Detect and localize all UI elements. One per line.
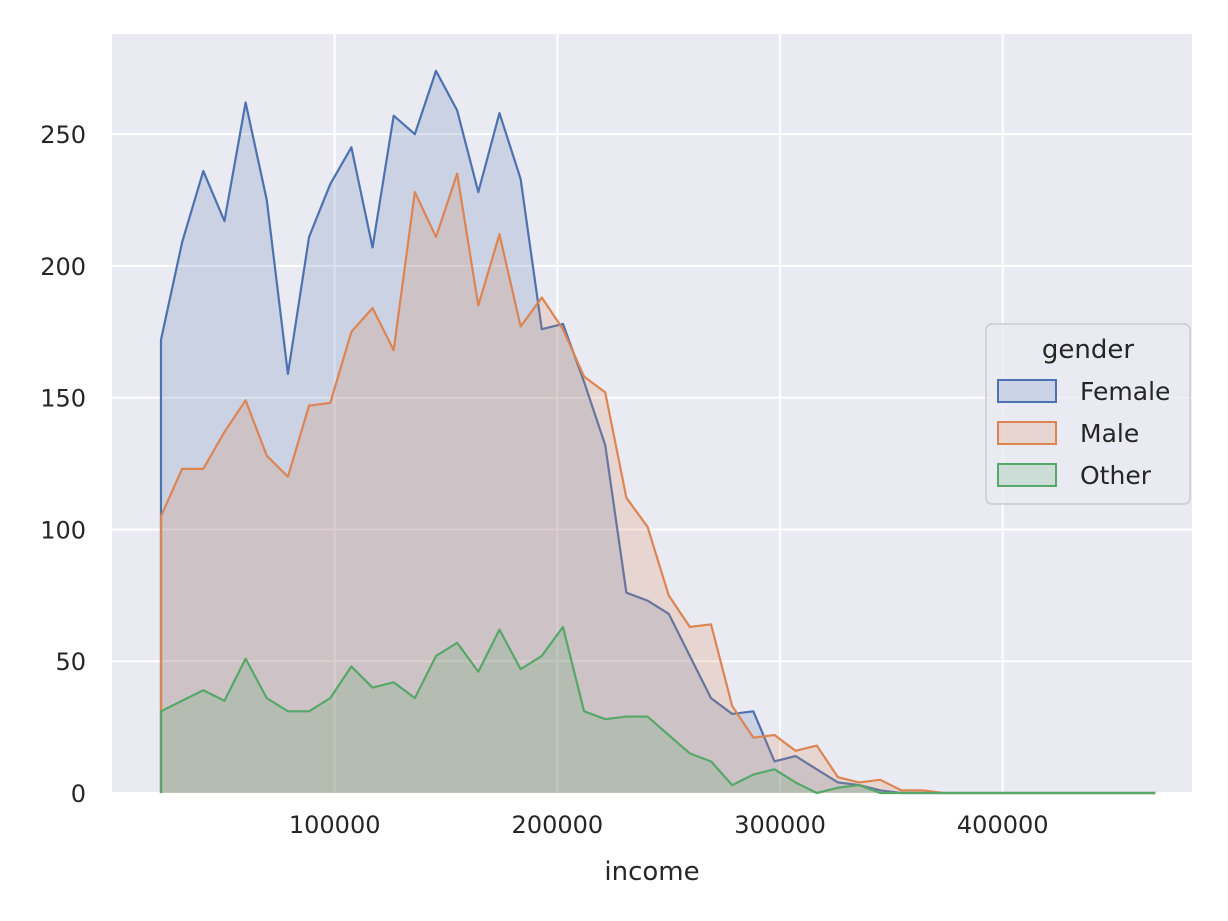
legend-frame xyxy=(985,323,1191,505)
x-tick-label: 200000 xyxy=(512,811,604,839)
legend-title: gender xyxy=(1042,335,1134,365)
y-tick-label: 150 xyxy=(40,385,86,413)
legend-swatch-male xyxy=(997,421,1057,445)
y-tick-label: 50 xyxy=(55,648,86,676)
y-tick-label: 0 xyxy=(71,780,86,808)
y-tick-label: 200 xyxy=(40,253,86,281)
series-line-other xyxy=(159,625,1156,795)
x-tick-label: 400000 xyxy=(957,811,1049,839)
grid-lines xyxy=(112,34,1192,794)
y-tick-label: 250 xyxy=(40,121,86,149)
y-tick-labels: 0 50 100 150 200 250 xyxy=(40,121,86,808)
series-area-female xyxy=(160,70,1156,794)
series-area-male xyxy=(160,173,1156,794)
y-tick-label: 100 xyxy=(40,516,86,544)
legend-swatch-other xyxy=(997,463,1057,487)
legend-label-male: Male xyxy=(1080,419,1139,448)
series-areas xyxy=(159,69,1156,795)
x-tick-labels: 100000 200000 300000 400000 xyxy=(289,811,1049,839)
legend: gender Female Male Other xyxy=(985,323,1191,505)
legend-swatch-female xyxy=(997,379,1057,403)
series-area-other xyxy=(160,626,1156,793)
x-tick-label: 100000 xyxy=(289,811,381,839)
legend-label-female: Female xyxy=(1080,377,1170,406)
x-axis-label: income xyxy=(604,857,699,887)
x-tick-label: 300000 xyxy=(734,811,826,839)
legend-label-other: Other xyxy=(1080,461,1152,490)
